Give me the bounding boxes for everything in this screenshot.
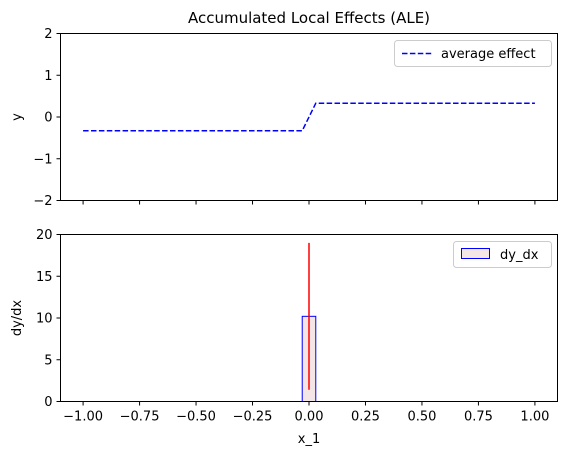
- dydx-y-tick-label: 15: [36, 270, 53, 285]
- ale-legend-label: average effect: [441, 47, 536, 62]
- dydx-x-tick-label: 0.25: [351, 410, 380, 425]
- ale-axes-frame: [60, 33, 558, 201]
- ale-y-tick-label: 0: [44, 111, 52, 126]
- dydx-x-tick-label: −0.50: [176, 410, 216, 425]
- dydx-x-tick-label: 0.00: [295, 410, 324, 425]
- dydx-x-tick-label: −0.75: [120, 410, 160, 425]
- dydx-y-ticks: 0 5 10 15 20: [36, 228, 61, 410]
- ale-title: Accumulated Local Effects (ALE): [188, 9, 430, 27]
- dydx-x-tick-label: 0.50: [407, 410, 436, 425]
- dydx-x-tick-label: 1.00: [520, 410, 549, 425]
- ale-y-tick-label: −2: [33, 194, 52, 209]
- dydx-axes-frame: [60, 234, 558, 402]
- dydx-legend-swatch: [461, 248, 490, 259]
- dydx-x-tick-label: −0.25: [233, 410, 273, 425]
- ale-x-ticks: [82, 200, 536, 205]
- dydx-y-tick-label: 10: [36, 312, 53, 327]
- ale-legend-box: [394, 40, 552, 67]
- ale-average-effect-line: [83, 102, 535, 132]
- dydx-legend: dy_dx: [453, 241, 552, 268]
- ale-y-ticks: −2 −1 0 1 2: [33, 27, 61, 209]
- dydx-x-axis-label: x_1: [298, 432, 320, 447]
- dydx-y-tick-label: 5: [44, 353, 52, 368]
- dydx-x-tick-label: −1.00: [63, 410, 103, 425]
- dydx-legend-label: dy_dx: [500, 248, 539, 263]
- ale-legend: average effect: [394, 40, 552, 67]
- dydx-y-axis-label: dy/dx: [10, 300, 25, 337]
- dydx-panel: dy/dx x_1 0 5 10 15 20 −1.00 −0.75 −0.50 −0.25 0…: [10, 228, 558, 447]
- ale-panel: Accumulated Local Effects (ALE) y −2 −1 0 1…: [10, 9, 558, 209]
- ale-plot-area: [83, 102, 535, 132]
- dydx-x-ticks: −1.00 −0.75 −0.50 −0.25 0.00 0.25 0.50 0.75 1.00: [63, 401, 549, 425]
- dydx-y-tick-label: 0: [44, 395, 52, 410]
- ale-y-axis-label: y: [10, 113, 25, 121]
- dydx-y-tick-label: 20: [36, 228, 53, 243]
- ale-y-tick-label: 2: [44, 27, 52, 42]
- ale-y-tick-label: −1: [33, 152, 52, 167]
- dydx-x-tick-label: 0.75: [464, 410, 493, 425]
- ale-y-tick-label: 1: [44, 69, 52, 84]
